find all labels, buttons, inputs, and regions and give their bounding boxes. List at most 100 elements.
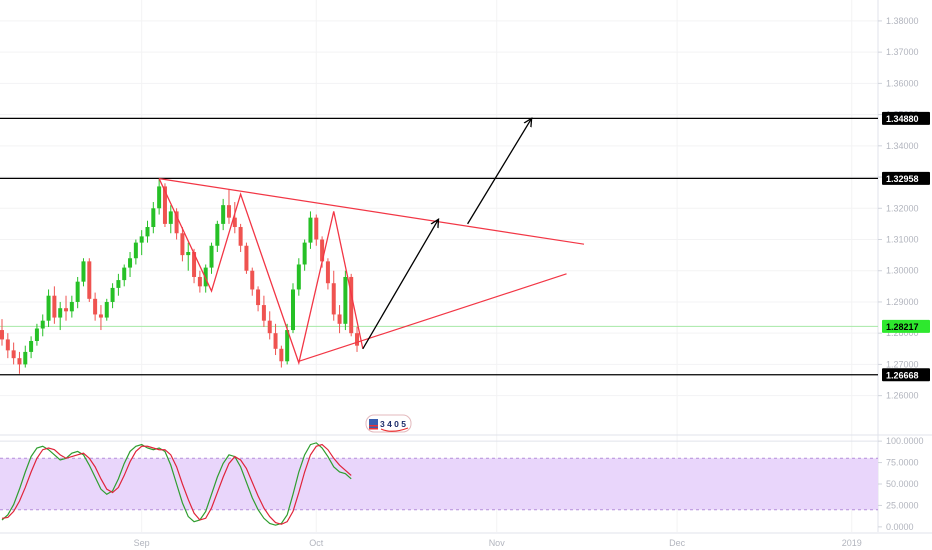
candle-body — [308, 217, 313, 243]
candle — [186, 242, 191, 271]
candle-body — [145, 227, 150, 237]
price-tick-label: 1.27000 — [886, 359, 919, 369]
zigzag-polyline[interactable] — [158, 178, 364, 366]
candle — [128, 251, 133, 277]
candle-body — [256, 289, 261, 306]
candle — [40, 314, 45, 337]
candle — [93, 292, 98, 321]
candle-body — [104, 301, 109, 318]
trendline[interactable] — [298, 273, 567, 362]
candle — [151, 202, 156, 234]
candle-body — [209, 245, 214, 268]
candle-body — [40, 320, 45, 329]
logo-swoosh — [380, 427, 409, 432]
candle — [81, 258, 86, 287]
candle-body — [221, 205, 226, 224]
candle-body — [238, 227, 243, 246]
candle-body — [296, 264, 301, 290]
stochastic-tick-label: 75.0000 — [886, 458, 919, 468]
price-tick-label: 1.30000 — [886, 266, 919, 276]
candle — [75, 276, 80, 309]
candle — [261, 295, 266, 327]
candle — [157, 178, 162, 215]
candle-body — [17, 358, 22, 365]
candle-body — [320, 239, 325, 262]
candle — [87, 258, 92, 302]
time-tick-label: Sep — [134, 538, 150, 548]
gridlines — [0, 0, 878, 532]
stochastic-tick-label: 50.0000 — [886, 479, 919, 489]
candle-body — [349, 276, 354, 334]
candle-body — [343, 276, 348, 324]
candle — [226, 189, 231, 224]
candle — [314, 214, 319, 246]
candle-body — [5, 339, 10, 351]
projection-arrow[interactable] — [362, 219, 439, 350]
candle-body — [151, 208, 156, 228]
candle-body — [285, 330, 290, 362]
candle — [139, 230, 144, 256]
level-price-label: 1.32958 — [886, 174, 919, 184]
stochastic-band-fill — [0, 458, 878, 510]
trendline[interactable] — [159, 178, 585, 245]
price-tick-label: 1.38000 — [886, 16, 919, 26]
candle-body — [192, 251, 197, 277]
stochastic-axis[interactable]: 100.0000 75.0000 50.0000 25.0000 0.0000 — [878, 436, 924, 532]
logo-text: 3 4 0 5 — [380, 419, 406, 429]
price-axis[interactable]: 1.380001.370001.360001.350001.340001.330… — [878, 16, 930, 401]
candle — [46, 289, 51, 327]
candle — [343, 270, 348, 331]
time-axis[interactable]: SepOctNovDec2019FebMar — [134, 538, 932, 548]
drawings[interactable] — [158, 118, 585, 366]
level-price-tag[interactable] — [882, 368, 930, 382]
price-tick-label: 1.36000 — [886, 78, 919, 88]
stochastic-lines — [1, 442, 352, 526]
candle — [133, 239, 138, 265]
time-tick-label: 2019 — [842, 538, 862, 548]
last-price-tag[interactable] — [882, 319, 930, 333]
candle-body — [168, 211, 173, 224]
candle — [0, 319, 4, 346]
candle — [34, 323, 39, 346]
candle-body — [203, 267, 208, 287]
candle-body — [23, 351, 28, 365]
candle-body — [180, 233, 185, 256]
candle-body — [162, 186, 167, 224]
stochastic-tick-label: 25.0000 — [886, 500, 919, 510]
candle-body — [186, 251, 191, 256]
price-tick-label: 1.29000 — [886, 297, 919, 307]
horizontal-levels[interactable] — [0, 117, 878, 376]
candle — [349, 273, 354, 337]
candle-body — [87, 261, 92, 299]
stochastic-tick-label: 0.0000 — [886, 522, 914, 532]
candle — [52, 286, 57, 324]
candle — [238, 223, 243, 252]
price-tick-label: 1.31000 — [886, 235, 919, 245]
candle-body — [250, 270, 255, 290]
stochastic-band — [0, 440, 878, 511]
candle — [116, 273, 121, 296]
candle-body — [244, 245, 249, 271]
candle-body — [81, 261, 86, 282]
candle-body — [128, 258, 133, 268]
candle-body — [64, 308, 69, 312]
price-tick-label: 1.26000 — [886, 391, 919, 401]
candle — [174, 208, 179, 240]
candle — [5, 333, 10, 359]
candle-body — [261, 305, 266, 321]
candle — [209, 242, 214, 274]
level-price-tag[interactable] — [882, 111, 930, 125]
candle — [232, 202, 237, 234]
candle — [104, 298, 109, 321]
candle — [69, 295, 74, 318]
projection-arrow[interactable] — [467, 118, 532, 225]
candle — [355, 326, 360, 352]
candle — [273, 323, 278, 356]
candle-body — [226, 205, 231, 218]
candle-body — [291, 289, 295, 331]
price-tick-label: 1.37000 — [886, 47, 919, 57]
candle — [197, 270, 202, 293]
level-price-tag[interactable] — [882, 171, 930, 185]
candle-body — [0, 330, 4, 340]
